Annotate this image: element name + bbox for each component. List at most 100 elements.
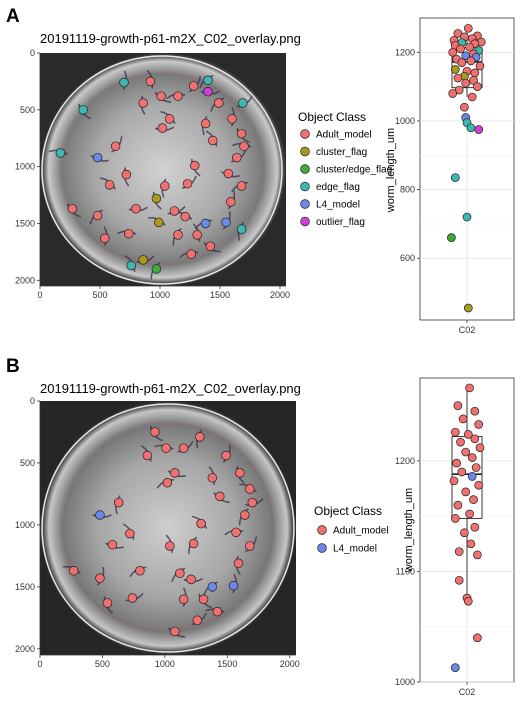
boxB-point-l4-model [450, 663, 460, 672]
boxA-point-adult-model [473, 82, 482, 91]
boxB-point-adult-model [454, 575, 464, 585]
legendA-key-cluster-flag [300, 146, 310, 157]
scatterA-point-l4-model [92, 152, 103, 163]
scatterA-y-tick-label: 1500 [15, 218, 35, 228]
boxB-point-adult-model [467, 453, 477, 462]
panel-b-scatter-title: 20191119-growth-p61-m2X_C02_overlay.png [40, 381, 301, 396]
panel-label-b: B [6, 356, 20, 377]
scatterB-point-adult-model [188, 538, 199, 549]
legendB-key-l4-model [317, 543, 327, 553]
scatterA-point-edge-flag [78, 105, 88, 115]
scatterB-point-adult-model [233, 558, 244, 569]
boxB-point-adult-model [475, 443, 485, 452]
boxA-point-edge-flag [466, 123, 476, 133]
panel-a-scatter-chart: 20191119-growth-p61-m2X_C02_overlay.png … [15, 31, 301, 300]
scatterA-x-tick-label: 1000 [150, 290, 170, 300]
scatterA-point-adult-model [67, 203, 78, 214]
scatterB-point-adult-model [165, 541, 175, 551]
scatterA-point-edge-flag [236, 224, 247, 234]
panel-b-roi-circle [59, 421, 273, 631]
scatterA-point-adult-model [223, 168, 234, 179]
scatterB-point-adult-model [231, 527, 241, 538]
legendA-key-edge-flag [300, 181, 310, 192]
boxA-y-tick-label: 800 [400, 185, 415, 195]
scatterA-point-adult-model [239, 141, 249, 151]
scatterA-x-tick-label: 2000 [270, 290, 290, 300]
legendA-key-outlier-flag [300, 216, 310, 227]
boxB-point-adult-model [470, 434, 480, 444]
scatterA-point-l4-model [221, 217, 231, 228]
panel-b-box-plot: 1000 1100 1200 C02 worm_length_um [395, 377, 515, 697]
boxA-point-l4-model [461, 51, 471, 61]
boxB-point-adult-model [457, 467, 467, 477]
boxB-point-adult-model [470, 406, 480, 416]
boxB-point-adult-model [474, 480, 484, 490]
boxB-point-adult-model [449, 476, 459, 486]
boxA-y-tick-label: 600 [400, 253, 415, 263]
panel-a-legend: Object Class Adult_model cluster_flagclus… [298, 110, 392, 228]
scatterB-point-adult-model [113, 497, 124, 508]
scatterA-point-adult-model [156, 91, 166, 101]
scatterB-point-adult-model [186, 574, 196, 585]
boxA-point-cluster-edge-flag [447, 233, 456, 242]
boxA-point-adult-model [466, 56, 476, 66]
scatterB-y-tick-label: 1500 [15, 582, 35, 592]
boxB-point-adult-model [450, 514, 460, 523]
scatterB-point-adult-model [68, 565, 79, 576]
scatterA-point-l4-model [200, 218, 211, 229]
legendA-key-adult-model [300, 129, 310, 139]
scatterA-point-adult-model [182, 178, 193, 189]
scatterA-point-cluster-flag [138, 255, 148, 265]
boxA-point-adult-model [448, 89, 458, 98]
boxB-point-adult-model [471, 463, 481, 472]
boxB-category-label: C02 [459, 687, 476, 697]
panel-b-plate-rim [41, 403, 295, 653]
boxA-point-adult-model [463, 23, 473, 33]
scatterA-point-adult-model [173, 91, 183, 101]
scatterB-point-adult-model [221, 450, 231, 461]
scatterA-point-edge-flag [203, 75, 213, 86]
panel-a-box-plot: 600 800 1000 1200 C02 worm_length_um [385, 17, 515, 335]
panel-label-a: A [6, 6, 20, 27]
boxA-point-adult-model [448, 47, 458, 57]
scatterA-point-edge-flag [119, 77, 129, 88]
boxA-point-adult-model [453, 73, 463, 83]
boxB-point-adult-model [465, 383, 474, 393]
boxB-y-tick-label: 1200 [395, 456, 415, 466]
legendA-label-cluster-edge-flag: cluster/edge_flag [316, 165, 392, 176]
boxB-point-adult-model [463, 430, 473, 439]
boxB-point-adult-model [461, 447, 471, 457]
scatterA-point-adult-model [180, 211, 190, 222]
scatterA-point-adult-model [124, 228, 134, 239]
boxB-point-adult-model [454, 547, 464, 556]
scatterB-point-adult-model [245, 484, 255, 494]
scatterA-point-outlier-flag [203, 86, 213, 97]
scatterB-point-adult-model [170, 468, 180, 478]
scatterA-point-edge-flag [126, 260, 136, 271]
scatterB-point-adult-model [235, 468, 245, 478]
scatterA-point-adult-model [200, 118, 211, 129]
scatterB-y-tick-label: 1000 [15, 520, 35, 530]
scatterA-point-adult-model [188, 81, 199, 91]
boxA-y-tick-label: 1000 [395, 116, 415, 126]
scatterA-point-adult-model [110, 141, 121, 151]
legendA-key-l4-model [300, 199, 310, 209]
legendB-key-adult-model [317, 525, 327, 535]
scatterA-point-adult-model [232, 152, 242, 163]
boxB-point-adult-model [474, 420, 484, 429]
scatterA-point-cluster-flag [151, 193, 162, 204]
boxB-point-adult-model [463, 596, 473, 606]
scatterB-point-adult-model [107, 539, 118, 550]
scatterA-point-adult-model [226, 197, 236, 207]
scatterA-point-adult-model [214, 98, 224, 108]
legendB-label-adult-model: Adult_model [333, 526, 389, 537]
scatterB-point-adult-model [95, 573, 105, 583]
panel-b-legend-title: Object Class [314, 504, 382, 518]
boxA-point-adult-model [465, 42, 474, 52]
boxB-point-adult-model [453, 500, 463, 510]
boxB-point-adult-model [452, 458, 461, 468]
panel-a-scatter-title: 20191119-growth-p61-m2X_C02_overlay.png [40, 31, 301, 46]
